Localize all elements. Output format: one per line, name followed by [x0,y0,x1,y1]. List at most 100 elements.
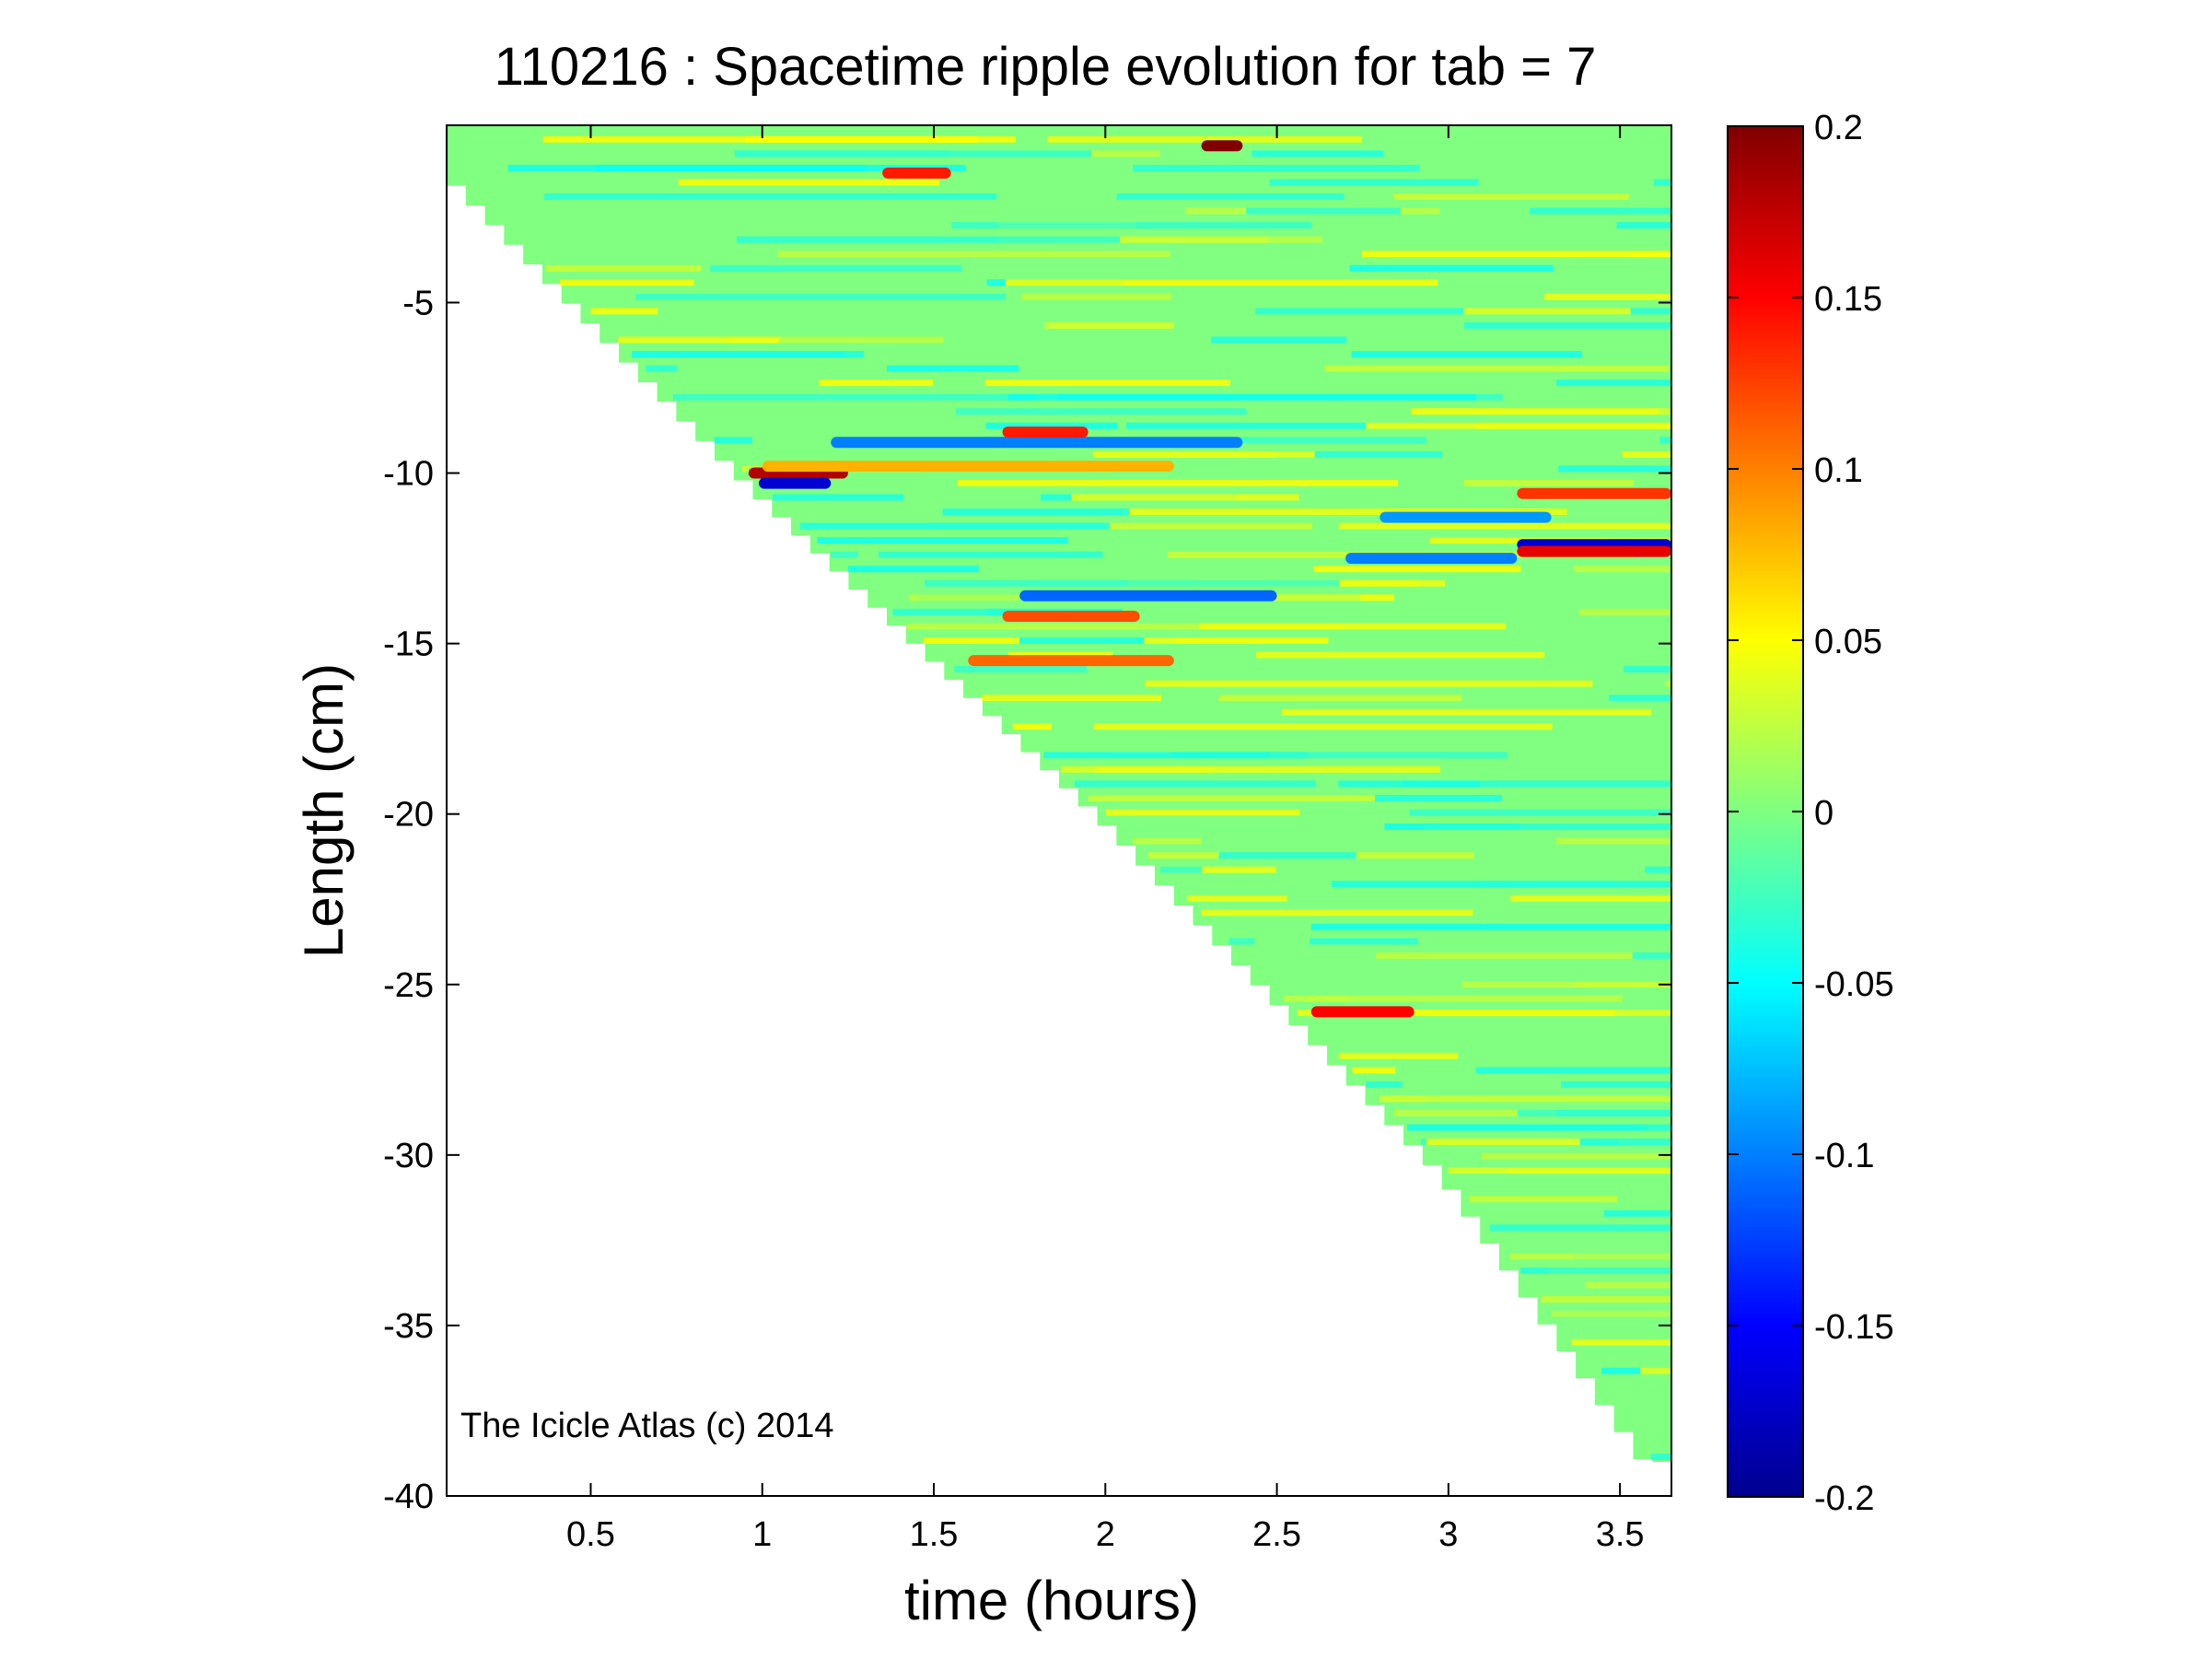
copyright-annotation: The Icicle Atlas (c) 2014 [460,1407,834,1445]
heatmap-ripple-band [1482,1152,1671,1160]
heatmap-ripple-band [1510,894,1671,902]
heatmap-ripple-band [1601,1367,1671,1374]
y-tick-label: -15 [383,625,434,664]
colorbar-tick-label: -0.1 [1814,1137,1874,1175]
heatmap-ripple-band [1338,1052,1459,1059]
y-axis: -5 -10 -15 -20 -25 -30 -35 -40 [383,284,1671,1516]
heatmap-data-region [447,125,1671,1462]
heatmap-ripple-band [1380,1095,1671,1103]
heatmap-ripple-band [1558,465,1671,473]
heatmap-ripple-band [590,308,658,315]
colorbar-tick-label: 0.15 [1814,280,1882,319]
heatmap-ripple-band [1544,293,1671,300]
heatmap-ripple-band [672,393,1037,401]
heatmap-ripple-band [1541,1296,1671,1303]
y-tick-label: -10 [383,455,434,494]
heatmap-ripple-band [984,380,1230,387]
heatmap-ripple-band [1640,1367,1671,1374]
heatmap-ripple-band [1362,251,1671,258]
heatmap-ripple-band [1088,794,1376,801]
colorbar-tick-label: 0.1 [1814,451,1863,490]
colorbar-tick-label: 0.2 [1814,109,1863,147]
heatmap-ripple-band [632,351,845,357]
heatmap-ripple-band [1281,708,1652,716]
heatmap-ripple-band [1623,666,1671,673]
heatmap-ripple-band [817,537,1068,544]
heatmap-ripple-band [714,437,752,444]
heatmap-ripple-band [1426,1139,1580,1146]
heatmap-ripple-band [1007,393,1476,401]
heatmap-ripple-band [1555,837,1671,845]
heatmap-ripple-band [728,336,944,344]
heatmap-feature [1002,611,1140,623]
heatmap-feature [1345,553,1518,565]
heatmap-ripple-band [955,408,1247,415]
heatmap-ripple-band [1392,193,1629,200]
heatmap-ripple-band [1308,995,1623,1002]
heatmap-base [447,125,1671,1462]
heatmap-ripple-band [1275,450,1443,458]
heatmap-ripple-band [1159,866,1276,873]
colorbar-tick-label: -0.2 [1814,1479,1874,1518]
y-tick-label: -5 [402,284,434,322]
heatmap-ripple-band [1402,780,1671,788]
heatmap-ripple-band [1012,723,1052,730]
colorbar-tick-label: 0.05 [1814,623,1882,661]
heatmap-ripple-band [1092,450,1315,458]
heatmap-ripple-band [1393,1109,1573,1116]
heatmap-ripple-band [1632,952,1671,959]
heatmap-ripple-band [1105,809,1300,816]
heatmap-ripple-band [1310,923,1671,930]
heatmap-ripple-band [1461,981,1671,988]
heatmap-ripple-band [923,637,1020,644]
heatmap-ripple-band [925,579,1340,587]
y-tick-label: -40 [383,1478,434,1516]
heatmap-ripple-band [1448,1167,1671,1174]
heatmap-ripple-band [1650,1454,1671,1461]
x-tick-label: 1 [752,1515,772,1554]
heatmap-ripple-band [954,666,1087,673]
heatmap-ripple-band [1373,794,1503,801]
heatmap-ripple-band [635,293,1006,300]
heatmap-ripple-band [1375,952,1671,959]
heatmap-ripple-band [1126,422,1476,429]
heatmap-ripple-band [1476,881,1615,888]
heatmap-ripple-band [1074,780,1316,788]
heatmap-ripple-band [847,566,979,573]
heatmap-ripple-band [618,336,779,344]
heatmap-ripple-band [1469,1196,1618,1203]
heatmap-ripple-band [1116,193,1345,200]
heatmap-ripple-band [1060,765,1440,773]
heatmap-ripple-band [982,695,1162,702]
heatmap-ripple-band [1409,809,1671,816]
heatmap-ripple-band [1665,680,1671,687]
heatmap-ripple-band [1407,1124,1671,1131]
heatmap-ripple-band [1313,566,1521,573]
heatmap-ripple-band [1071,494,1299,501]
heatmap-ripple-band [1463,308,1631,315]
heatmap-ripple-band [1561,1081,1671,1088]
heatmap-ripple-band [1517,1109,1671,1116]
heatmap-ripple-band [1573,566,1671,573]
heatmap-ripple-band [1338,780,1481,788]
heatmap-ripple-band [1159,866,1203,873]
heatmap-ripple-band [1616,222,1671,229]
heatmap-ripple-band [1366,1081,1403,1088]
heatmap-ripple-band [559,279,694,286]
heatmap-ripple-band [1123,508,1567,516]
heatmap-ripple-band [646,365,678,372]
heatmap-ripple-band [777,251,1170,258]
heatmap-ripple-band [1269,752,1508,759]
heatmap-ripple-band [1509,1253,1671,1260]
heatmap-ripple-band [1044,321,1172,329]
heatmap-ripple-band [1529,207,1671,215]
heatmap-ripple-band [1349,264,1554,272]
colorbar-tick-label: -0.15 [1814,1308,1894,1347]
heatmap-ripple-band [1489,1224,1671,1232]
heatmap-ripple-band [594,164,866,171]
heatmap-feature [882,167,951,179]
heatmap-feature [968,655,1174,667]
heatmap-ripple-band [892,608,1065,615]
heatmap-ripple-band [1351,351,1582,357]
